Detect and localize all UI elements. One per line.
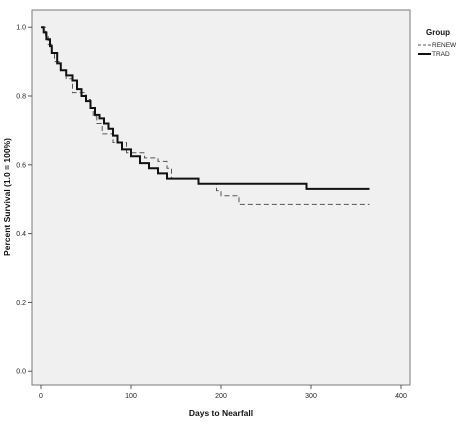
x-axis-label: Days to Nearfall [189, 408, 253, 418]
y-tick-label: 0.6 [16, 162, 26, 169]
plot-area [31, 9, 411, 386]
y-tick-label: 1.0 [16, 25, 26, 32]
x-tick-label: 200 [215, 393, 227, 400]
legend-title: Group [426, 28, 450, 37]
y-tick-label: 0.4 [16, 231, 26, 238]
x-tick-label: 100 [125, 393, 137, 400]
x-axis: 0 100 200 300 400 [39, 385, 407, 400]
x-tick-label: 300 [305, 393, 317, 400]
legend-label-trad: TRAD [432, 51, 450, 58]
x-tick-label: 400 [395, 393, 407, 400]
y-tick-label: 0.2 [16, 300, 26, 307]
y-tick-label: 0.8 [16, 94, 26, 101]
legend-label-renew: RENEW [432, 42, 457, 49]
legend: Group RENEW TRAD [418, 28, 457, 58]
series-layer [41, 26, 370, 205]
y-axis-label: Percent Survival (1.0 = 100%) [2, 138, 12, 256]
y-tick-label: 0.0 [16, 369, 26, 376]
y-axis: 0.0 0.2 0.4 0.6 0.8 1.0 [16, 25, 32, 376]
x-tick-label: 0 [39, 393, 43, 400]
series-line-trad [41, 26, 370, 190]
